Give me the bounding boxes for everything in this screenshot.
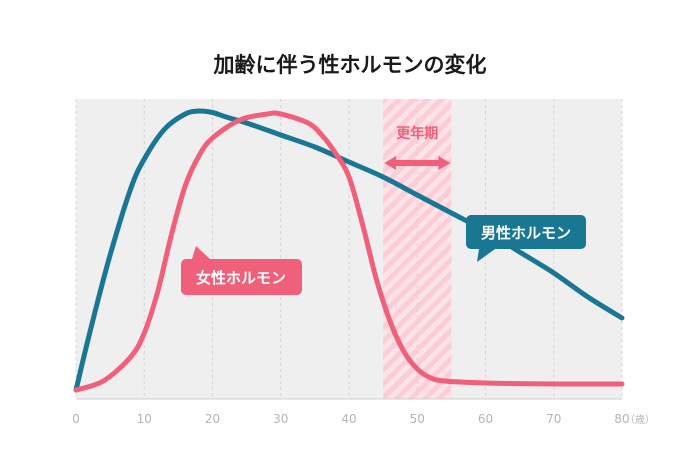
x-tick-label: 10 bbox=[137, 412, 152, 426]
menopause-annotation: 更年期 bbox=[384, 125, 451, 170]
callout-female-box bbox=[181, 259, 302, 295]
x-axis-ticks: 0 10 20 30 40 50 60 70 80 bbox=[72, 412, 629, 426]
x-tick-label: 50 bbox=[410, 412, 425, 426]
callout-male-pointer bbox=[477, 249, 495, 262]
series-line-female bbox=[73, 110, 625, 393]
callout-male-label: 男性ホルモン bbox=[481, 224, 571, 242]
callout-male: 男性ホルモン bbox=[466, 215, 586, 262]
x-tick-label: 30 bbox=[273, 412, 288, 426]
callout-male-box bbox=[466, 215, 586, 249]
x-tick-label: 40 bbox=[341, 412, 356, 426]
menopause-label: 更年期 bbox=[396, 125, 438, 142]
callout-female: 女性ホルモン bbox=[181, 246, 302, 295]
double-arrow-icon bbox=[384, 156, 451, 170]
x-tick-label: 60 bbox=[478, 412, 493, 426]
callout-female-pointer bbox=[192, 246, 210, 259]
x-axis-unit: （歳） bbox=[625, 414, 655, 426]
x-tick-label: 80 bbox=[614, 412, 629, 426]
chart-title: 加齢に伴う性ホルモンの変化 bbox=[213, 53, 487, 77]
x-tick-label: 20 bbox=[205, 412, 220, 426]
x-tick-label: 70 bbox=[546, 412, 561, 426]
callout-female-label: 女性ホルモン bbox=[196, 269, 286, 287]
x-tick-label: 0 bbox=[72, 412, 80, 426]
